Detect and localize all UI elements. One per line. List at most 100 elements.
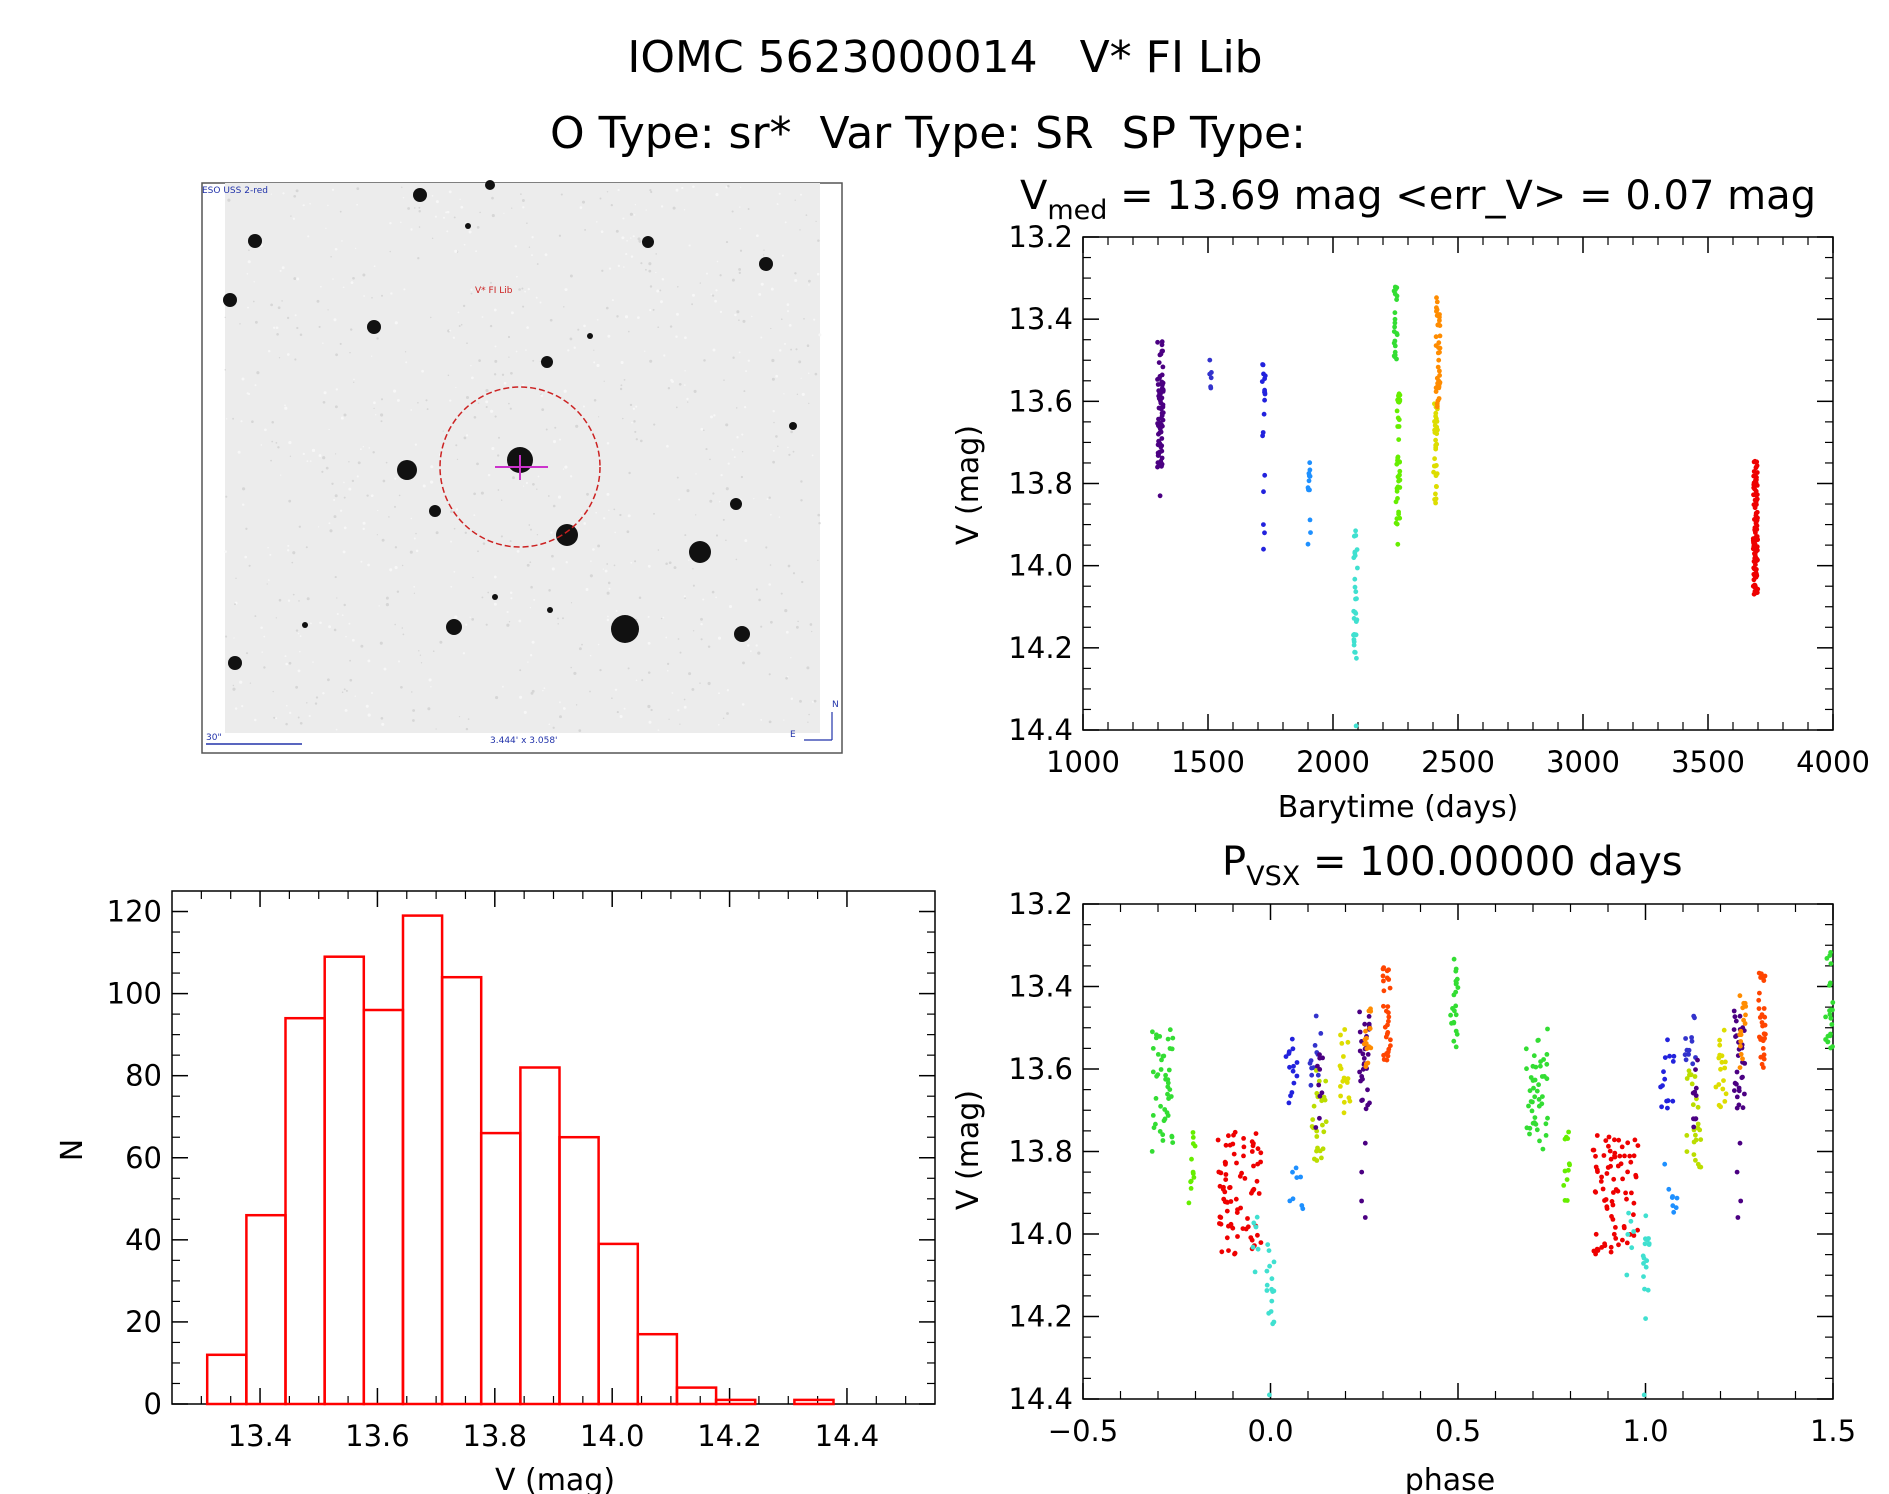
sky-noise	[253, 281, 255, 283]
phased-point	[1387, 985, 1393, 991]
phased-point	[1249, 1237, 1255, 1243]
phased-point	[1385, 1049, 1391, 1055]
lightcurve-point	[1752, 552, 1758, 558]
phased-point	[1453, 981, 1459, 987]
histogram-xtick-label: 13.8	[463, 1419, 528, 1453]
sky-noise	[458, 325, 461, 327]
sky-noise	[768, 720, 772, 724]
phased-point	[1599, 1174, 1604, 1180]
sky-noise	[806, 344, 810, 347]
sky-noise	[515, 350, 518, 353]
sky-noise	[725, 487, 729, 491]
lightcurve-point	[1433, 385, 1439, 391]
sky-noise	[288, 499, 292, 503]
sky-noise	[397, 660, 401, 663]
sky-noise	[275, 326, 279, 330]
sky-noise	[477, 550, 479, 553]
sky-noise	[389, 222, 392, 225]
sky-noise	[459, 198, 461, 201]
phased-point	[1170, 1140, 1176, 1145]
sky-noise	[633, 420, 636, 423]
sky-noise	[476, 462, 479, 466]
phased-point	[1530, 1063, 1536, 1069]
phased-series-23	[1684, 1068, 1704, 1170]
phased-point	[1239, 1170, 1244, 1176]
phased-point	[1319, 1090, 1325, 1096]
lightcurve-frame	[1082, 236, 1834, 731]
sky-noise	[264, 428, 267, 432]
phased-point	[1612, 1137, 1617, 1143]
sky-noise	[245, 527, 248, 530]
sky-noise	[343, 526, 347, 530]
lightcurve-series-2	[1259, 362, 1268, 552]
phased-point	[1564, 1177, 1570, 1182]
sky-noise	[308, 714, 311, 718]
sky-noise	[569, 475, 573, 478]
phased-point	[1718, 1066, 1723, 1072]
lightcurve-point	[1751, 459, 1757, 465]
phased-point	[1534, 1127, 1540, 1133]
phased-point	[1255, 1232, 1260, 1238]
lightcurve-point	[1434, 471, 1440, 477]
sky-noise	[739, 228, 741, 230]
phased-point	[1533, 1121, 1539, 1127]
sky-noise	[474, 530, 476, 532]
sky-noise	[738, 267, 742, 271]
sky-noise	[485, 405, 488, 409]
lightcurve-point	[1432, 497, 1437, 502]
phased-point	[1757, 990, 1762, 996]
sky-noise	[333, 318, 337, 322]
sky-noise	[817, 239, 820, 242]
sky-noise	[296, 277, 300, 281]
star	[759, 257, 773, 271]
phased-point	[1722, 1099, 1728, 1104]
sky-noise	[245, 652, 249, 655]
sky-noise	[818, 522, 821, 525]
phased-point	[1253, 1131, 1259, 1136]
sky-noise	[285, 722, 288, 726]
sky-noise	[343, 481, 345, 484]
phased-point	[1267, 1263, 1272, 1269]
sky-noise	[278, 357, 281, 359]
star	[413, 188, 427, 202]
sky-noise	[547, 495, 550, 497]
sky-noise	[465, 434, 469, 437]
sky-noise	[331, 188, 335, 191]
phased-point	[1735, 1215, 1741, 1220]
sky-noise	[560, 193, 563, 196]
sky-noise	[700, 638, 703, 641]
sky-noise	[453, 527, 456, 530]
phased-point	[1453, 1044, 1459, 1050]
phased-point	[1264, 1288, 1270, 1293]
histogram-bar	[636, 1332, 679, 1406]
lightcurve-point	[1351, 533, 1357, 539]
lightcurve-point	[1353, 611, 1359, 616]
sky-noise	[606, 191, 609, 193]
sky-noise	[632, 407, 636, 410]
phased-point	[1830, 1044, 1835, 1049]
lightcurve-point	[1751, 482, 1757, 488]
sky-noise	[307, 235, 310, 238]
sky-noise	[292, 551, 296, 555]
phased-point	[1298, 1174, 1303, 1180]
sky-noise	[787, 564, 791, 568]
sky-noise	[608, 587, 611, 590]
sky-noise	[240, 420, 243, 423]
sky-noise	[783, 719, 785, 721]
histogram-bar	[284, 1016, 326, 1406]
sky-noise	[603, 380, 605, 382]
phased-series-10	[1337, 1027, 1353, 1116]
sky-noise	[709, 499, 713, 503]
sky-noise	[669, 325, 673, 328]
sky-noise	[632, 235, 635, 238]
sky-noise	[688, 244, 691, 247]
sky-noise	[728, 604, 733, 609]
phased-point	[1740, 1056, 1745, 1062]
sky-noise	[570, 666, 572, 669]
phased-point	[1671, 1053, 1677, 1059]
sky-noise	[349, 659, 351, 662]
phased-point	[1314, 1158, 1320, 1163]
sky-noise	[327, 309, 329, 311]
sky-noise	[794, 279, 798, 282]
lightcurve-xtick-label: 2000	[1296, 745, 1370, 779]
